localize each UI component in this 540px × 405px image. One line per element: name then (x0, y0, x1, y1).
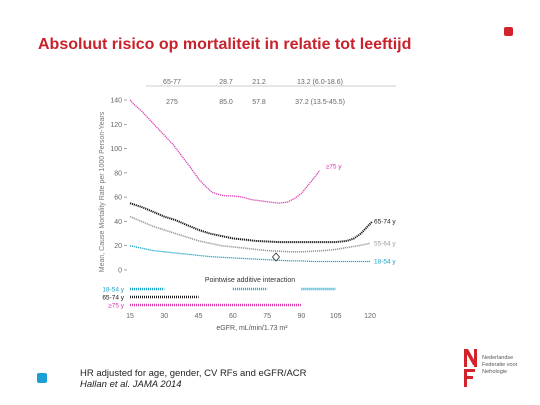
header-bottom-3: 57.8 (252, 99, 266, 106)
y-tick-label: 100 (110, 146, 122, 153)
x-axis-label: eGFR, mL/min/1.73 m² (216, 325, 288, 332)
logo-n-diagonal (464, 349, 477, 365)
x-tick-label: 45 (195, 313, 203, 320)
x-tick-label: 90 (298, 313, 306, 320)
y-axis-ticks: 0 20 40 60 80 100 120 140 (110, 98, 127, 275)
logo-line-1: Nederlandse (482, 355, 513, 361)
logo-f-mid (464, 376, 473, 379)
interaction-annotation: Pointwise additive interaction (205, 277, 295, 284)
mortality-chart: Mean, Cause Mortality Rate per 1000 Pers… (99, 79, 397, 332)
interaction-rows: 18-54 y65-74 y≥75 y (102, 287, 336, 310)
x-tick-label: 60 (229, 313, 237, 320)
series-label-1: 65-74 y (374, 218, 396, 225)
caption-line-1: HR adjusted for age, gender, CV RFs and … (80, 368, 307, 379)
header-top-2: 28.7 (219, 79, 233, 86)
y-tick-label: 140 (110, 98, 122, 105)
slide-title: Absoluut risico op mortaliteit in relati… (38, 36, 412, 53)
nfn-logo: Nederlandse Federatie voor Nefrologie (464, 349, 518, 387)
logo-line-3: Nefrologie (482, 369, 507, 375)
header-bottom-2: 85.0 (219, 99, 233, 106)
x-axis-ticks: 15 30 45 60 75 90 105 120 (126, 313, 376, 320)
logo-n-right-bar (474, 349, 477, 367)
header-bottom-1: 275 (166, 99, 178, 106)
y-tick-label: 60 (114, 195, 122, 202)
blue-accent-square (37, 373, 47, 383)
series-label-3: 18-54 y (374, 259, 396, 266)
series-line-0 (129, 99, 321, 204)
diamond-marker (271, 252, 281, 262)
series-labels: ≥75 y 65-74 y 55-64 y 18-54 y (326, 163, 397, 265)
header-bottom-4: 37.2 (13.5-45.5) (295, 99, 345, 106)
x-tick-label: 120 (364, 313, 376, 320)
header-top-4: 13.2 (6.0-18.6) (297, 79, 343, 86)
slide-caption: HR adjusted for age, gender, CV RFs and … (80, 368, 307, 390)
series-line-1 (129, 202, 374, 244)
interaction-row-label: 18-54 y (102, 287, 124, 294)
y-tick-label: 80 (114, 170, 122, 177)
x-tick-label: 75 (263, 313, 271, 320)
logo-n-left-bar (464, 349, 467, 367)
y-tick-label: 20 (114, 243, 122, 250)
caption-citation: Hallan et al. JAMA 2014 (80, 379, 182, 390)
series-label-0: ≥75 y (326, 163, 343, 170)
series-line-2 (129, 215, 371, 253)
y-axis-label: Mean, Cause Mortality Rate per 1000 Pers… (99, 111, 106, 272)
corner-accent-square (504, 27, 513, 36)
logo-line-2: Federatie voor (482, 362, 518, 368)
x-tick-label: 15 (126, 313, 134, 320)
y-tick-label: 120 (110, 122, 122, 129)
header-top-1: 65-77 (163, 79, 181, 86)
x-tick-label: 30 (160, 313, 168, 320)
header-top-3: 21.2 (252, 79, 266, 86)
interaction-row-label: 65-74 y (102, 295, 124, 302)
logo-f-top (464, 369, 475, 372)
series-label-2: 55-64 y (374, 240, 396, 247)
interaction-row-label: ≥75 y (108, 303, 125, 310)
y-tick-label: 0 (118, 268, 122, 275)
y-tick-label: 40 (114, 219, 122, 226)
series-line-3 (129, 245, 370, 263)
summary-header: 65-77 28.7 21.2 13.2 (6.0-18.6) 275 85.0… (146, 79, 396, 106)
x-tick-label: 105 (330, 313, 342, 320)
series-lines (129, 99, 374, 263)
